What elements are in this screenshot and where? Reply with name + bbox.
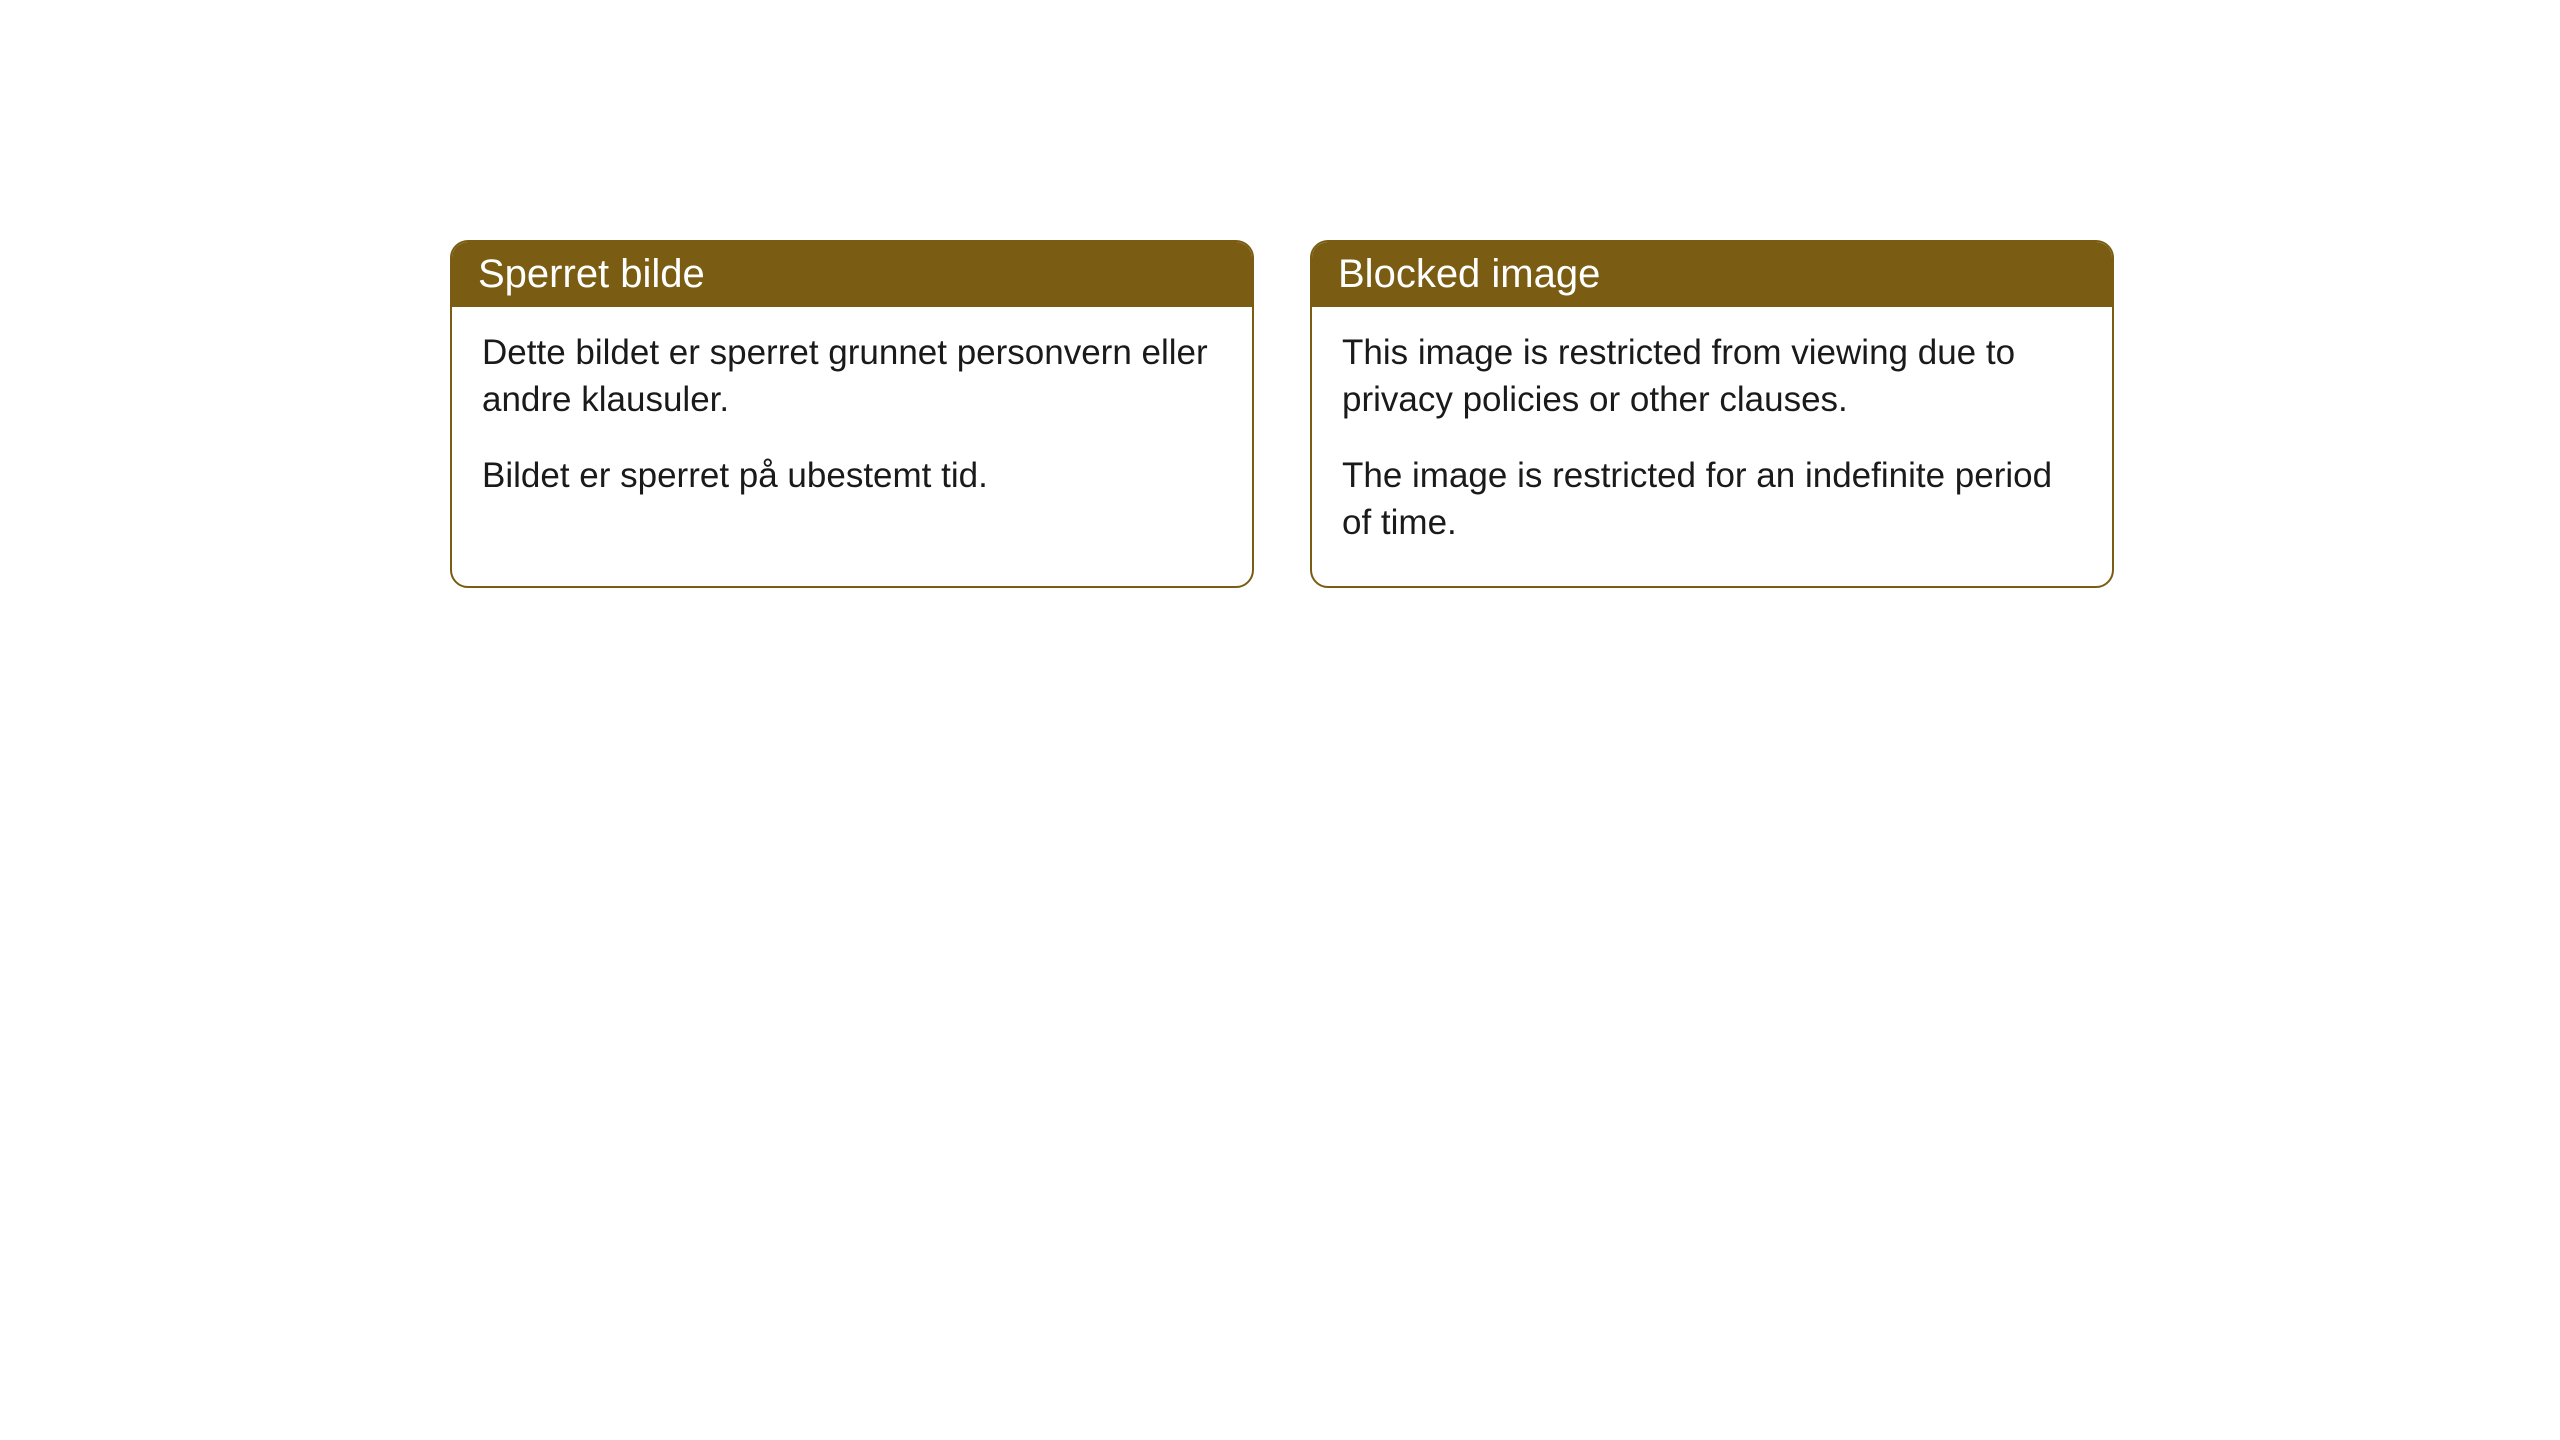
card-paragraph: Bildet er sperret på ubestemt tid. <box>482 452 1222 499</box>
card-paragraph: This image is restricted from viewing du… <box>1342 329 2082 424</box>
notice-container: Sperret bilde Dette bildet er sperret gr… <box>450 240 2114 588</box>
card-body: This image is restricted from viewing du… <box>1312 307 2112 586</box>
card-paragraph: The image is restricted for an indefinit… <box>1342 452 2082 547</box>
card-body: Dette bildet er sperret grunnet personve… <box>452 307 1252 539</box>
card-title: Blocked image <box>1338 252 1600 296</box>
notice-card-norwegian: Sperret bilde Dette bildet er sperret gr… <box>450 240 1254 588</box>
card-header: Sperret bilde <box>452 242 1252 307</box>
card-header: Blocked image <box>1312 242 2112 307</box>
card-paragraph: Dette bildet er sperret grunnet personve… <box>482 329 1222 424</box>
card-title: Sperret bilde <box>478 252 705 296</box>
notice-card-english: Blocked image This image is restricted f… <box>1310 240 2114 588</box>
